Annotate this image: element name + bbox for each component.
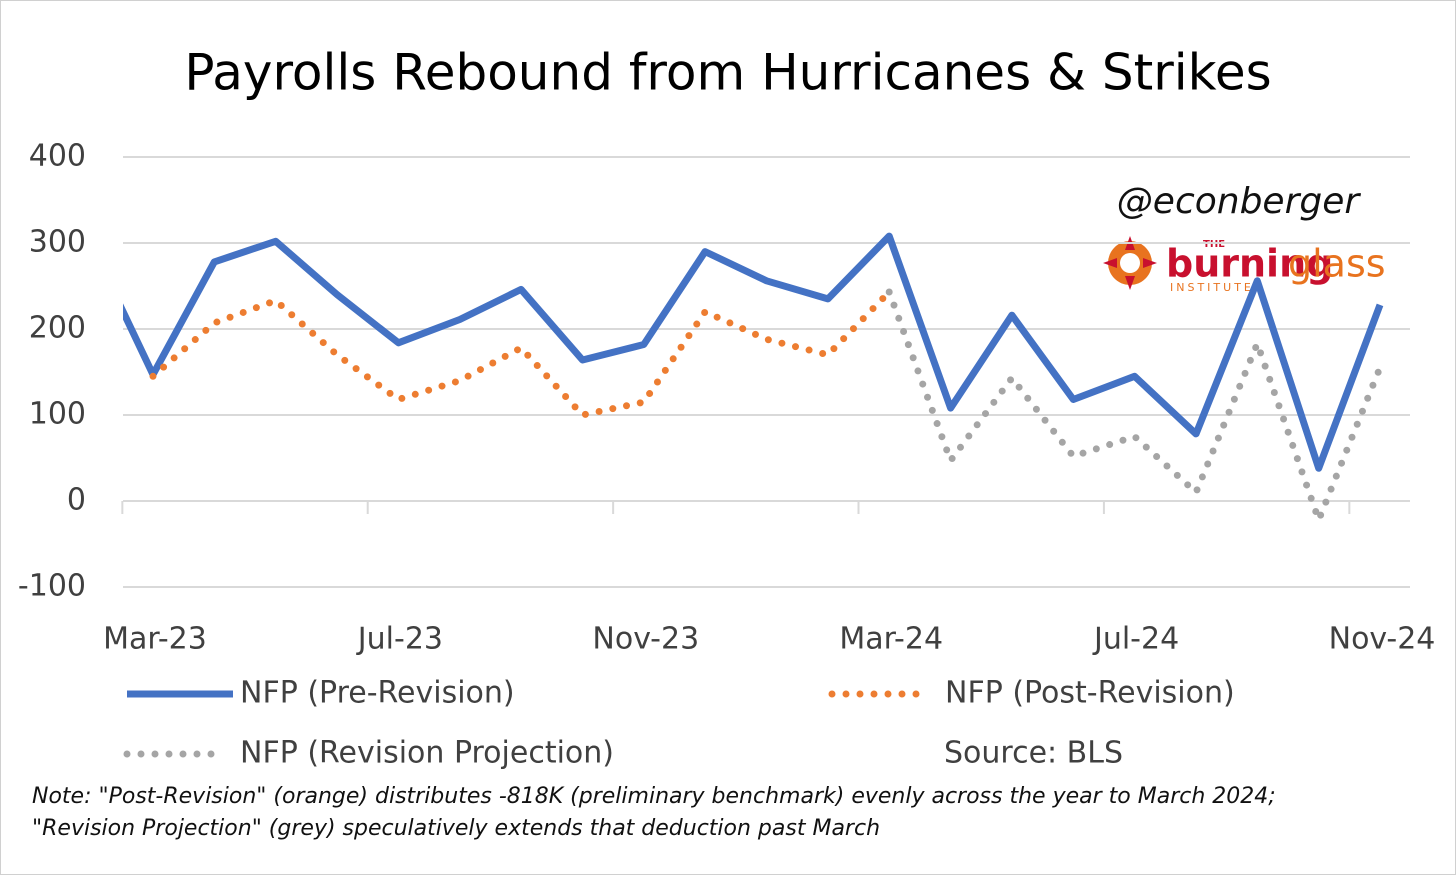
chart-title: Payrolls Rebound from Hurricanes & Strik… — [184, 44, 1271, 102]
legend-label: NFP (Post-Revision) — [945, 676, 1235, 711]
x-tick-label: Mar-23 — [103, 622, 207, 657]
y-tick-label: 200 — [29, 311, 86, 346]
plot-area — [123, 232, 1384, 530]
handle: @econberger — [1117, 181, 1362, 222]
y-tick-label: 100 — [29, 397, 86, 432]
x-tick-label: Mar-24 — [839, 622, 943, 657]
logo-icon — [1103, 236, 1157, 290]
logo-institute: INSTITUTE — [1170, 281, 1254, 294]
logo-burning: burning — [1166, 242, 1333, 286]
y-tick-label: -100 — [18, 569, 86, 604]
legend-label: NFP (Revision Projection) — [240, 736, 614, 771]
y-tick-label: 300 — [29, 225, 86, 260]
logo-glass: glass — [1288, 242, 1386, 286]
y-tick-label: 400 — [29, 139, 86, 174]
x-tick-label: Nov-24 — [1329, 622, 1436, 657]
series-line — [149, 288, 893, 419]
logo-the: THE — [1203, 239, 1225, 250]
note-line: Note: "Post-Revision" (orange) distribut… — [32, 784, 1276, 809]
x-tick-label: Nov-23 — [592, 622, 699, 657]
x-tick-label: Jul-23 — [356, 622, 443, 657]
y-tick-label: 0 — [67, 483, 86, 518]
series-line — [123, 232, 1384, 472]
x-tick-label: Jul-24 — [1092, 622, 1179, 657]
note-line: "Revision Projection" (grey) speculative… — [32, 816, 880, 841]
source: Source: BLS — [944, 736, 1123, 771]
series-line — [885, 288, 1384, 530]
legend-label: NFP (Pre-Revision) — [240, 676, 515, 711]
